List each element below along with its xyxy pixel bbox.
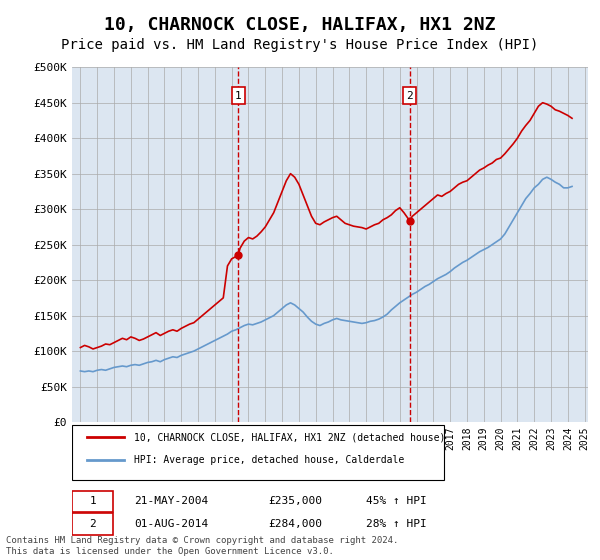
Text: 1: 1 xyxy=(235,91,242,101)
Text: £235,000: £235,000 xyxy=(268,496,322,506)
Text: 28% ↑ HPI: 28% ↑ HPI xyxy=(366,519,427,529)
FancyBboxPatch shape xyxy=(72,514,113,535)
Text: 21-MAY-2004: 21-MAY-2004 xyxy=(134,496,208,506)
Text: 1: 1 xyxy=(89,496,96,506)
Text: HPI: Average price, detached house, Calderdale: HPI: Average price, detached house, Cald… xyxy=(134,455,404,465)
Text: 10, CHARNOCK CLOSE, HALIFAX, HX1 2NZ: 10, CHARNOCK CLOSE, HALIFAX, HX1 2NZ xyxy=(104,16,496,34)
Text: 01-AUG-2014: 01-AUG-2014 xyxy=(134,519,208,529)
Text: Contains HM Land Registry data © Crown copyright and database right 2024.
This d: Contains HM Land Registry data © Crown c… xyxy=(6,536,398,556)
Text: £284,000: £284,000 xyxy=(268,519,322,529)
Text: 2: 2 xyxy=(406,91,413,101)
FancyBboxPatch shape xyxy=(72,424,443,480)
Text: Price paid vs. HM Land Registry's House Price Index (HPI): Price paid vs. HM Land Registry's House … xyxy=(61,38,539,52)
Text: 45% ↑ HPI: 45% ↑ HPI xyxy=(366,496,427,506)
Text: 2: 2 xyxy=(89,519,96,529)
FancyBboxPatch shape xyxy=(72,491,113,512)
Text: 10, CHARNOCK CLOSE, HALIFAX, HX1 2NZ (detached house): 10, CHARNOCK CLOSE, HALIFAX, HX1 2NZ (de… xyxy=(134,432,445,442)
